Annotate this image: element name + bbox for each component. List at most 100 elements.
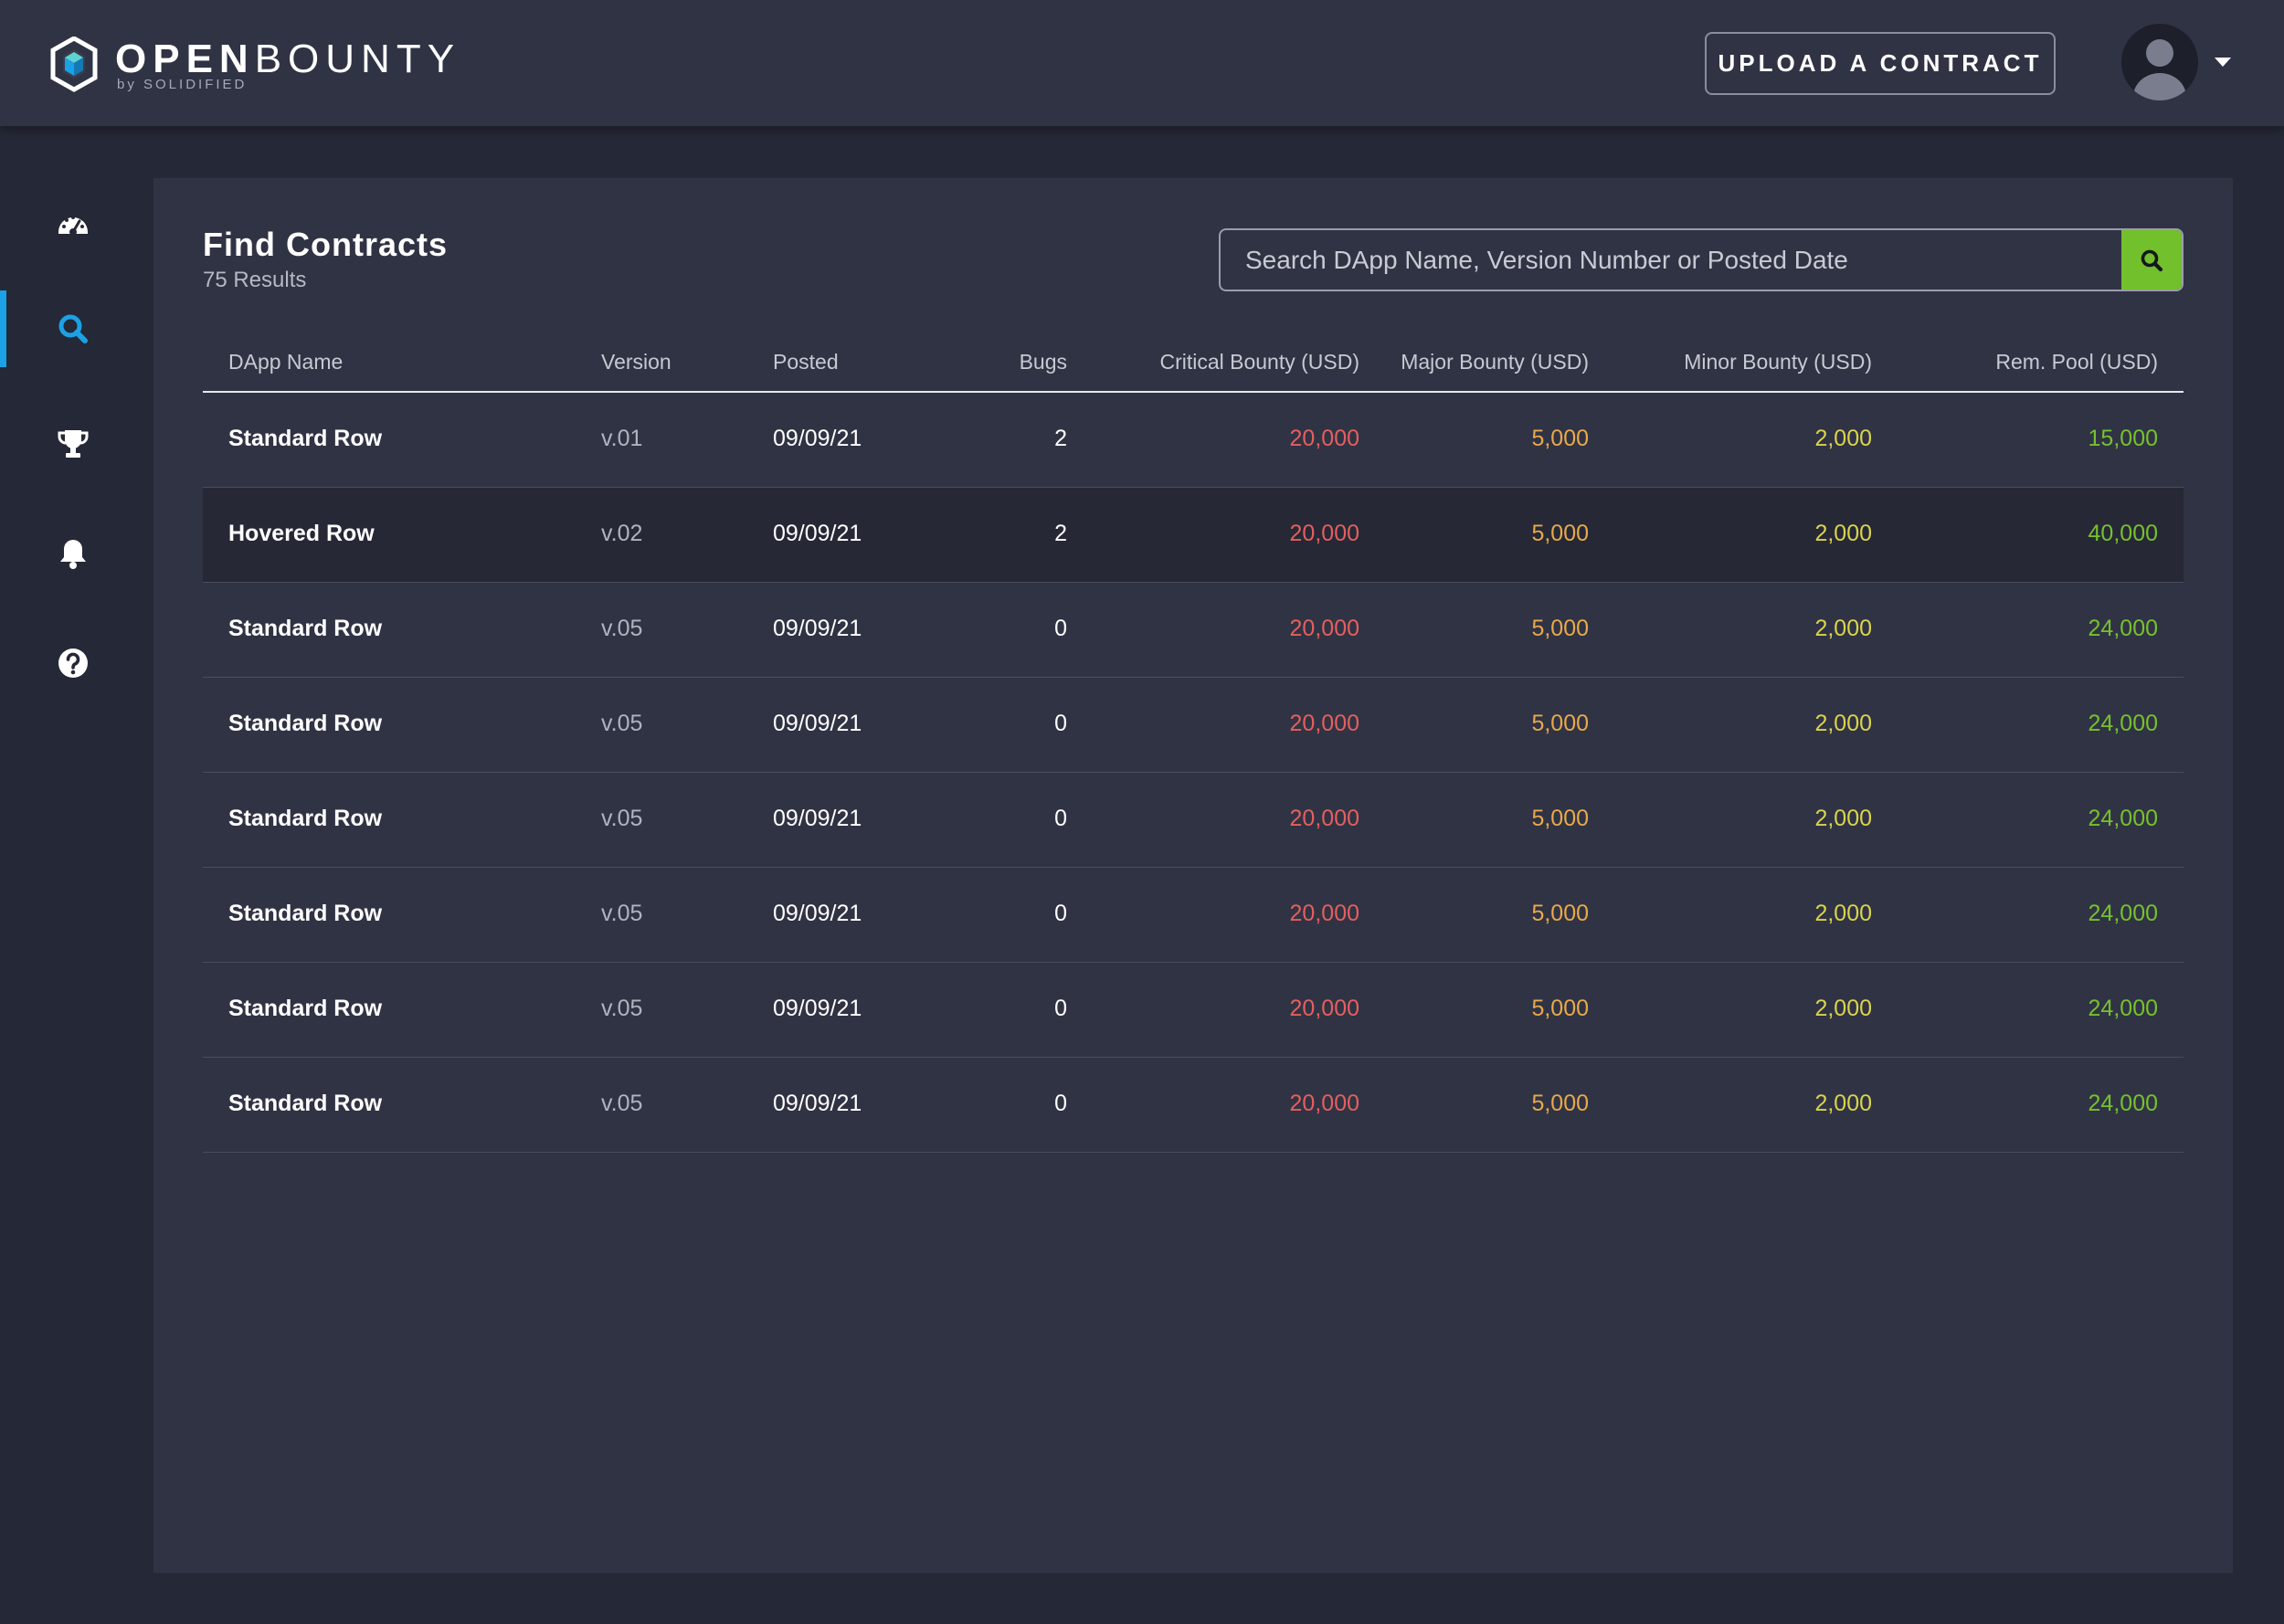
sidebar (0, 126, 146, 1624)
top-bar: OPENBOUNTY by SOLIDIFIED UPLOAD A CONTRA… (0, 0, 2284, 126)
cell-posted: 09/09/21 (773, 996, 862, 1021)
sidebar-item-dashboard[interactable] (0, 185, 146, 261)
help-icon (58, 649, 88, 678)
cell-minor-bounty: 2,000 (1814, 616, 1872, 641)
cell-version: v.05 (601, 806, 643, 831)
cell-remaining-pool: 24,000 (2088, 806, 2158, 831)
cell-bugs: 0 (1054, 806, 1067, 831)
results-count: 75 Results (203, 268, 307, 292)
search-button[interactable] (2121, 230, 2182, 290)
sidebar-item-help[interactable] (0, 625, 146, 701)
cell-critical-bounty: 20,000 (1289, 521, 1359, 546)
contracts-panel: Find Contracts 75 Results DApp Name Vers… (153, 178, 2233, 1573)
cell-bugs: 2 (1054, 426, 1067, 451)
cell-critical-bounty: 20,000 (1289, 806, 1359, 831)
cell-posted: 09/09/21 (773, 711, 862, 736)
logo-tagline: by SOLIDIFIED (117, 77, 248, 92)
trophy-icon (58, 430, 88, 458)
cell-dapp-name: Standard Row (228, 806, 383, 831)
cell-posted: 09/09/21 (773, 806, 862, 831)
cell-remaining-pool: 24,000 (2088, 901, 2158, 926)
dashboard-icon (58, 216, 88, 236)
cell-major-bounty: 5,000 (1531, 901, 1589, 926)
column-header-minor-bounty[interactable]: Minor Bounty (USD) (1684, 350, 1872, 374)
cell-version: v.01 (601, 426, 643, 451)
cell-minor-bounty: 2,000 (1814, 521, 1872, 546)
cell-major-bounty: 5,000 (1531, 711, 1589, 736)
cell-bugs: 0 (1054, 1091, 1067, 1116)
cell-version: v.05 (601, 1091, 643, 1116)
column-header-posted[interactable]: Posted (773, 350, 839, 374)
search-bar (1219, 228, 2184, 291)
cell-major-bounty: 5,000 (1531, 1091, 1589, 1116)
column-header-bugs[interactable]: Bugs (1019, 350, 1067, 374)
cell-remaining-pool: 24,000 (2088, 996, 2158, 1021)
sidebar-item-notifications[interactable] (0, 515, 146, 592)
cell-dapp-name: Standard Row (228, 426, 383, 451)
active-indicator (0, 290, 6, 367)
sidebar-item-search[interactable] (0, 290, 146, 367)
table-row[interactable]: Standard Row v.05 09/09/21 0 20,000 5,00… (203, 583, 2184, 678)
cell-dapp-name: Standard Row (228, 616, 383, 641)
contracts-table: DApp Name Version Posted Bugs Critical B… (203, 333, 2184, 1153)
cell-major-bounty: 5,000 (1531, 426, 1589, 451)
cell-critical-bounty: 20,000 (1289, 616, 1359, 641)
cell-bugs: 0 (1054, 711, 1067, 736)
cell-minor-bounty: 2,000 (1814, 996, 1872, 1021)
bell-icon (59, 540, 86, 569)
cell-posted: 09/09/21 (773, 521, 862, 546)
table-row[interactable]: Standard Row v.05 09/09/21 0 20,000 5,00… (203, 1058, 2184, 1153)
cell-critical-bounty: 20,000 (1289, 1091, 1359, 1116)
cell-remaining-pool: 24,000 (2088, 616, 2158, 641)
table-row[interactable]: Standard Row v.05 09/09/21 0 20,000 5,00… (203, 773, 2184, 868)
cell-minor-bounty: 2,000 (1814, 711, 1872, 736)
logo-wordmark: OPENBOUNTY (115, 37, 461, 81)
cell-dapp-name: Standard Row (228, 1091, 383, 1116)
cell-bugs: 2 (1054, 521, 1067, 546)
table-row[interactable]: Standard Row v.01 09/09/21 2 20,000 5,00… (203, 393, 2184, 488)
cell-dapp-name: Standard Row (228, 901, 383, 926)
cell-posted: 09/09/21 (773, 901, 862, 926)
search-icon (58, 314, 88, 343)
cell-major-bounty: 5,000 (1531, 996, 1589, 1021)
upload-contract-button[interactable]: UPLOAD A CONTRACT (1705, 32, 2056, 95)
column-header-major-bounty[interactable]: Major Bounty (USD) (1401, 350, 1589, 374)
cell-major-bounty: 5,000 (1531, 521, 1589, 546)
cell-posted: 09/09/21 (773, 1091, 862, 1116)
cell-critical-bounty: 20,000 (1289, 426, 1359, 451)
cell-minor-bounty: 2,000 (1814, 806, 1872, 831)
column-header-remaining-pool[interactable]: Rem. Pool (USD) (1995, 350, 2158, 374)
chevron-down-icon[interactable] (2215, 58, 2231, 67)
cell-bugs: 0 (1054, 996, 1067, 1021)
avatar[interactable] (2121, 24, 2198, 100)
cell-version: v.02 (601, 521, 643, 546)
cell-dapp-name: Hovered Row (228, 521, 375, 546)
cell-version: v.05 (601, 711, 643, 736)
cell-major-bounty: 5,000 (1531, 616, 1589, 641)
user-menu[interactable] (2121, 24, 2231, 100)
logo[interactable]: OPENBOUNTY by SOLIDIFIED (49, 33, 460, 97)
column-header-critical-bounty[interactable]: Critical Bounty (USD) (1159, 350, 1359, 374)
sidebar-item-leaderboard[interactable] (0, 406, 146, 482)
column-header-dapp-name[interactable]: DApp Name (228, 350, 344, 374)
cell-critical-bounty: 20,000 (1289, 901, 1359, 926)
cell-major-bounty: 5,000 (1531, 806, 1589, 831)
cell-minor-bounty: 2,000 (1814, 1091, 1872, 1116)
table-row[interactable]: Standard Row v.05 09/09/21 0 20,000 5,00… (203, 868, 2184, 963)
table-header: DApp Name Version Posted Bugs Critical B… (203, 333, 2184, 393)
search-input[interactable] (1221, 230, 2121, 290)
table-row[interactable]: Standard Row v.05 09/09/21 0 20,000 5,00… (203, 678, 2184, 773)
column-header-version[interactable]: Version (601, 350, 671, 374)
cell-critical-bounty: 20,000 (1289, 996, 1359, 1021)
cell-version: v.05 (601, 616, 643, 641)
user-icon (2133, 39, 2186, 100)
cell-dapp-name: Standard Row (228, 711, 383, 736)
logo-mark-icon (50, 37, 98, 92)
cell-remaining-pool: 24,000 (2088, 711, 2158, 736)
cell-dapp-name: Standard Row (228, 996, 383, 1021)
search-icon (2141, 249, 2163, 271)
cell-remaining-pool: 15,000 (2088, 426, 2158, 451)
cell-bugs: 0 (1054, 616, 1067, 641)
table-row[interactable]: Standard Row v.05 09/09/21 0 20,000 5,00… (203, 963, 2184, 1058)
table-row-hovered[interactable]: Hovered Row v.02 09/09/21 2 20,000 5,000… (203, 488, 2184, 583)
